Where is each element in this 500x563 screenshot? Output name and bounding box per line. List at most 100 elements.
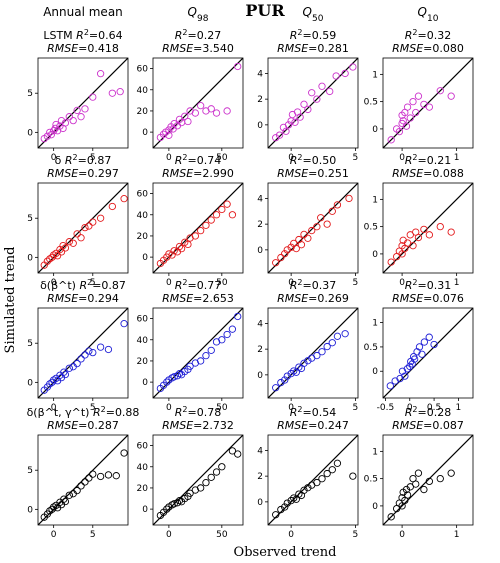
- y-tick-label: 20: [137, 357, 149, 367]
- data-point: [349, 63, 357, 71]
- x-tick-label: 5: [90, 403, 96, 413]
- data-point: [323, 220, 331, 228]
- x-tick-label: 0: [166, 530, 172, 540]
- data-point: [46, 380, 54, 388]
- r2-value: 0.88: [115, 406, 140, 419]
- axes-frame: [37, 434, 129, 526]
- plot-area: [153, 435, 243, 525]
- data-point: [177, 244, 186, 253]
- x-tick-label: 1: [454, 278, 460, 288]
- data-point: [170, 373, 178, 381]
- data-point: [418, 350, 426, 358]
- data-point: [447, 469, 455, 477]
- x-tick-label: 50: [216, 153, 228, 163]
- data-point: [398, 111, 406, 119]
- r2-value: 0.74: [197, 154, 222, 167]
- data-point: [48, 253, 56, 261]
- data-point: [318, 82, 326, 90]
- plot-area: [268, 183, 358, 273]
- data-point: [207, 105, 215, 113]
- data-point: [272, 511, 280, 519]
- r2-label: R2=0.77: [175, 278, 221, 293]
- one-to-one-line: [268, 308, 358, 398]
- data-point: [50, 376, 58, 384]
- data-point: [313, 478, 321, 487]
- data-point: [304, 484, 312, 492]
- data-point: [333, 332, 342, 340]
- y-tick-label: 0: [142, 505, 148, 515]
- data-point: [77, 355, 85, 363]
- data-point: [69, 116, 77, 125]
- data-point: [81, 478, 89, 486]
- data-point: [228, 325, 237, 333]
- plot-area: [268, 58, 358, 148]
- data-point: [50, 127, 58, 135]
- plot-area: [38, 183, 128, 273]
- data-point: [406, 362, 414, 371]
- data-point: [272, 384, 280, 392]
- data-point: [395, 127, 404, 136]
- data-point: [406, 114, 414, 122]
- data-point: [48, 378, 56, 386]
- r2-value: 0.21: [427, 154, 452, 167]
- data-point: [60, 495, 68, 503]
- data-point: [272, 259, 280, 267]
- data-point: [436, 222, 444, 231]
- data-point: [73, 486, 81, 495]
- plot-area: [153, 58, 243, 148]
- rmse-value: 0.297: [87, 167, 119, 180]
- data-point: [96, 343, 105, 351]
- axes-frame: [152, 182, 244, 274]
- data-point: [212, 468, 221, 476]
- data-point: [120, 195, 128, 203]
- y-tick-label: 60: [137, 315, 149, 325]
- x-tick-label: 1: [454, 153, 460, 163]
- data-point: [175, 242, 184, 251]
- data-point: [73, 230, 81, 238]
- data-point: [196, 226, 205, 235]
- rmse-label: RMSE=0.297: [47, 167, 119, 180]
- y-tick-label: 0: [257, 371, 263, 381]
- data-point: [283, 372, 291, 380]
- data-point: [409, 242, 417, 250]
- row-label: δ(β^t, γ^t): [27, 406, 93, 419]
- row-label: δ: [55, 154, 65, 167]
- rmse-label: RMSE=0.294: [47, 292, 119, 305]
- x-tick-label: 5: [353, 530, 359, 540]
- data-point: [108, 202, 116, 211]
- axes-frame: [267, 434, 359, 526]
- data-point: [186, 362, 194, 370]
- rmse-value: 0.281: [317, 42, 349, 55]
- x-tick-label: 0: [166, 153, 172, 163]
- y-tick-label: 2: [257, 472, 263, 482]
- y-tick-label: 0: [372, 125, 378, 135]
- data-point: [277, 253, 285, 262]
- rmse-label: RMSE=3.540: [162, 42, 234, 55]
- r2-label: R2=0.21: [405, 153, 451, 168]
- data-point: [425, 333, 433, 341]
- x-tick-label: 0: [51, 153, 57, 163]
- data-point: [297, 241, 306, 249]
- y-axis-label: Simulated trend: [3, 247, 18, 354]
- data-point: [85, 347, 93, 355]
- r2-label: LSTM R2=0.64: [43, 28, 122, 43]
- axes-frame: [37, 307, 129, 399]
- y-tick-label: 0: [142, 128, 148, 138]
- y-tick-label: 1: [372, 70, 378, 80]
- y-tick-label: 0: [257, 121, 263, 131]
- data-point: [234, 62, 242, 71]
- data-point: [223, 200, 231, 208]
- r2-label: R2=0.78: [175, 405, 221, 420]
- data-point: [228, 447, 237, 455]
- data-point: [223, 330, 231, 339]
- data-point: [96, 472, 105, 481]
- y-tick-label: 5: [27, 466, 33, 476]
- x-tick-label: 0: [51, 530, 57, 540]
- data-point: [65, 238, 73, 246]
- y-tick-label: 40: [137, 336, 149, 346]
- x-tick-label: 0: [288, 278, 294, 288]
- x-tick-label: 5: [90, 278, 96, 288]
